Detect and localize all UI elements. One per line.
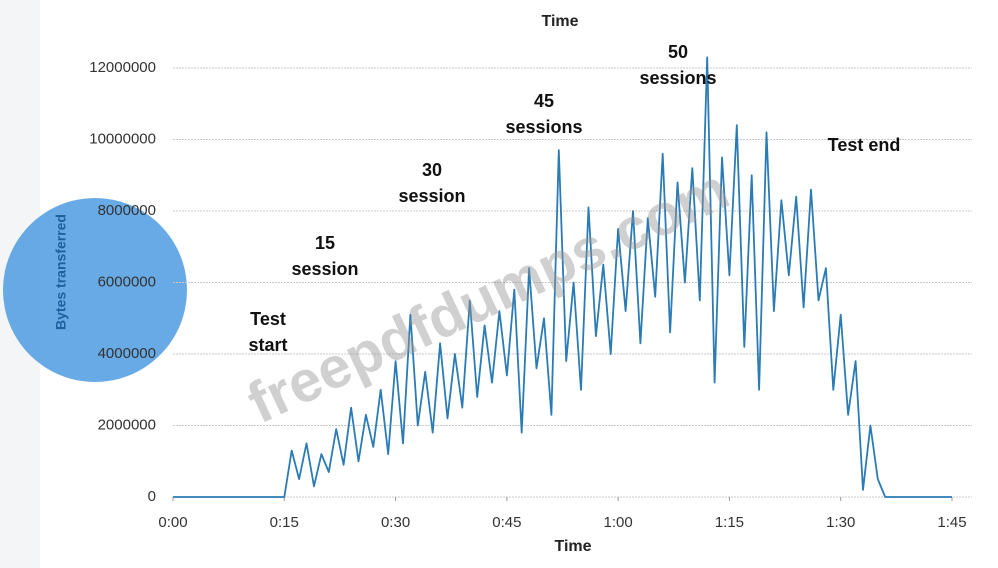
x-tick-label: 1:15 bbox=[715, 514, 744, 531]
x-tick-label: 1:45 bbox=[937, 514, 966, 531]
annotation: Test end bbox=[828, 135, 901, 155]
x-axis-label: Time bbox=[554, 538, 591, 555]
annotation: 45 bbox=[534, 91, 554, 111]
y-tick-label: 4000000 bbox=[98, 345, 156, 362]
y-tick-label: 8000000 bbox=[98, 202, 156, 219]
logo bbox=[3, 198, 187, 382]
y-axis-label: Bytes transferred bbox=[53, 214, 69, 330]
x-tick-label: 0:30 bbox=[381, 514, 410, 531]
annotation: start bbox=[248, 335, 287, 355]
annotation: session bbox=[398, 186, 465, 206]
x-tick-label: 1:30 bbox=[826, 514, 855, 531]
chart-title: Time bbox=[541, 13, 578, 30]
annotation: session bbox=[291, 259, 358, 279]
annotation: 30 bbox=[422, 160, 442, 180]
y-tick-label: 12000000 bbox=[89, 59, 156, 76]
y-tick-label: 6000000 bbox=[98, 273, 156, 290]
x-tick-label: 0:15 bbox=[270, 514, 299, 531]
y-tick-label: 0 bbox=[148, 488, 156, 505]
x-tick-label: 0:45 bbox=[492, 514, 521, 531]
y-tick-label: 2000000 bbox=[98, 416, 156, 433]
x-tick-label: 1:00 bbox=[604, 514, 633, 531]
x-tick-label: 0:00 bbox=[158, 514, 187, 531]
annotation: 15 bbox=[315, 233, 335, 253]
annotation: sessions bbox=[639, 68, 716, 88]
annotation: 50 bbox=[668, 42, 688, 62]
annotation: sessions bbox=[505, 117, 582, 137]
annotation: Test bbox=[250, 309, 286, 329]
y-tick-label: 10000000 bbox=[89, 130, 156, 147]
data-line bbox=[173, 56, 952, 498]
plot-panel bbox=[40, 0, 998, 568]
